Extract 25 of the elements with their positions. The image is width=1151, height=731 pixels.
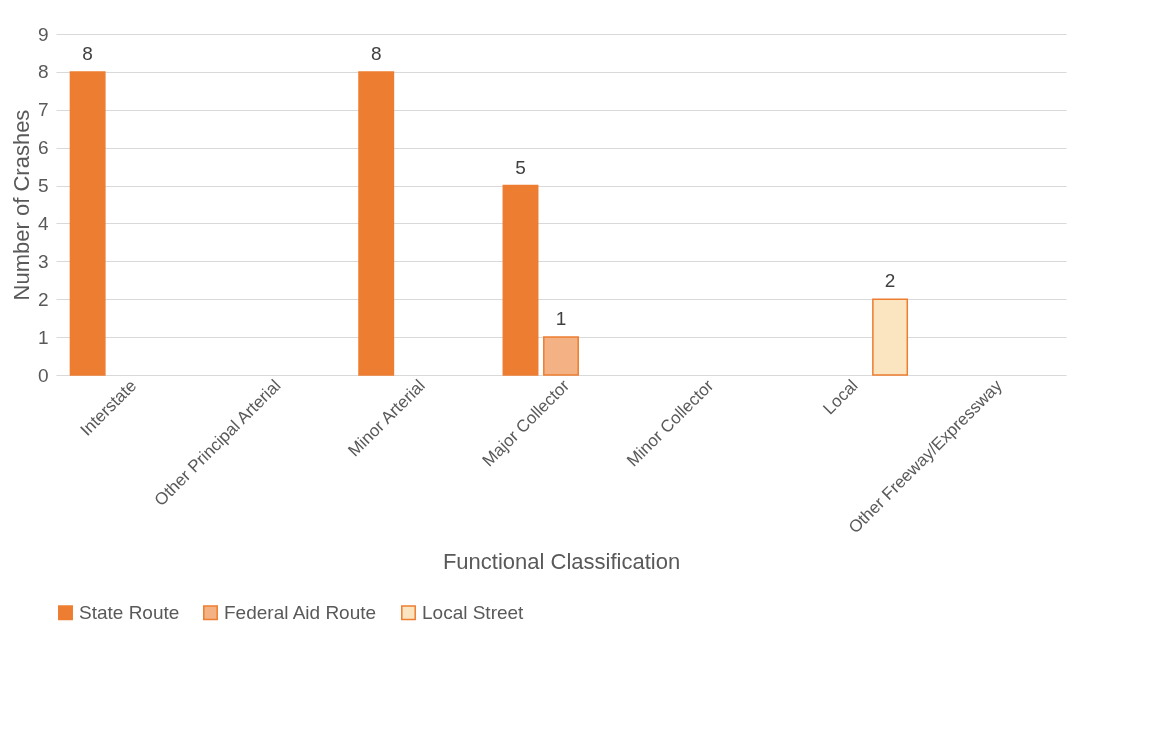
data-label: 5 [515,156,526,178]
y-tick-label: 0 [37,364,49,386]
data-label: 1 [555,308,567,330]
bar [69,71,106,376]
y-tick-label: 9 [37,23,49,45]
y-tick-label: 6 [37,137,49,159]
x-axis-title: Functional Classification [442,549,681,575]
data-label: 8 [82,42,93,64]
y-tick-label: 8 [37,61,49,83]
y-axis-title: Number of Crashes [8,109,34,301]
y-tick-label: 7 [37,99,49,121]
bar [543,336,579,376]
y-tick-label: 5 [37,175,49,197]
data-label: 2 [884,270,896,292]
data-label: 8 [370,42,382,64]
bar [358,71,395,376]
y-tick-label: 3 [37,250,49,272]
legend-label: Local Street [422,601,525,623]
y-tick-label: 1 [37,326,49,348]
legend-label: State Route [79,601,180,623]
y-tick-label: 4 [37,212,49,234]
y-tick-label: 2 [37,288,49,310]
legend-label: Federal Aid Route [224,601,377,623]
bar [502,184,539,376]
bar [872,298,909,376]
